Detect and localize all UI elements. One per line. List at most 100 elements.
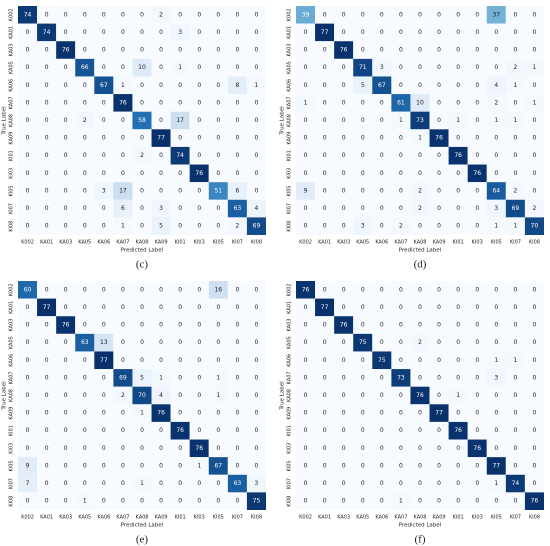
cell [56,76,76,95]
cell [75,111,95,130]
cell-value: 0 [418,304,422,311]
cell [372,217,392,235]
cell-value: 0 [26,205,30,212]
cell-value: 0 [121,445,125,452]
cell-value: 0 [399,29,403,36]
cell-value: 0 [255,427,259,434]
cell [410,439,430,458]
cell [448,298,468,317]
cell-value: 0 [178,205,182,212]
cell-value: 0 [197,205,201,212]
y-tick-label: KI07 [287,478,293,489]
cell [151,298,171,317]
cell [113,94,133,112]
cell-value: 0 [140,357,144,364]
cell [524,217,544,235]
cell-value: 0 [121,480,125,487]
y-tick-label: KA05 [287,336,293,349]
cell-value: 0 [380,11,384,18]
cell [56,23,76,42]
cell-value: 0 [121,357,125,364]
cell [429,6,449,24]
cell [246,199,266,218]
cell-value: 0 [159,498,163,505]
cell-value: 0 [64,304,68,311]
cell [94,76,114,95]
cell [391,23,411,42]
cell-value: 51 [214,187,222,194]
y-tick-label: KA09 [287,132,293,145]
cell [391,404,411,422]
cell-value: 0 [380,170,384,177]
cell-value: 0 [45,135,49,142]
cell-value: 0 [255,11,259,18]
cell-value: 0 [494,29,498,36]
cell [132,94,152,112]
cell [18,386,38,405]
cell-value: 0 [178,498,182,505]
cell [410,58,430,77]
cell-value: 0 [216,152,220,159]
y-tick-label: KA07 [287,96,293,109]
cell [505,76,525,95]
cell-value: 0 [45,223,49,230]
cell [56,41,76,59]
cell-value: 0 [323,322,327,329]
cell-value: 0 [102,498,106,505]
cell-value: 0 [304,410,308,417]
cell [372,439,392,458]
cell-value: 0 [380,322,384,329]
cell-value: 0 [255,322,259,329]
y-tick-label: KI01 [9,150,15,161]
x-tick-label: KI08 [529,240,540,246]
cell-value: 0 [216,304,220,311]
cell [315,421,335,440]
cell-value: 0 [140,223,144,230]
cell [151,316,171,334]
cell [334,94,354,112]
cell [315,316,335,334]
cell [524,281,544,299]
x-tick-label: KA01 [318,240,331,246]
cell [208,369,228,387]
cell-value: 0 [304,47,308,54]
y-tick-label: KI03 [9,443,15,454]
cell [113,439,133,458]
cell-value: 0 [494,152,498,159]
cell-value: 0 [83,135,87,142]
cell [208,76,228,95]
cell [246,474,266,493]
cell-value: 0 [342,445,346,452]
cell [524,23,544,42]
cell [467,281,487,299]
cell-value: 0 [418,29,422,36]
cell [315,129,335,147]
cell [334,41,354,59]
cell [56,421,76,440]
cell [18,23,38,42]
cell [296,94,316,112]
cell-value: 0 [361,170,365,177]
cell [296,76,316,95]
cell [189,281,209,299]
cell [132,439,152,458]
cell-value: 0 [255,29,259,36]
cell-value: 0 [342,392,346,399]
cell-value: 0 [197,427,201,434]
cell-value: 0 [304,480,308,487]
cell [353,76,373,95]
cell-value: 0 [437,170,441,177]
cell [227,146,247,165]
cell-value: 0 [533,374,537,381]
cell-value: 0 [342,410,346,417]
x-tick-label: KI03 [194,515,205,521]
cell-value: 17 [176,117,184,124]
y-tick-label: KI08 [9,221,15,232]
cell-value: 0 [323,99,327,106]
cell [113,386,133,405]
cell [189,146,209,165]
cell [334,182,354,200]
cell-value: 0 [513,339,517,346]
cell-value: 0 [437,47,441,54]
cell [486,58,506,77]
